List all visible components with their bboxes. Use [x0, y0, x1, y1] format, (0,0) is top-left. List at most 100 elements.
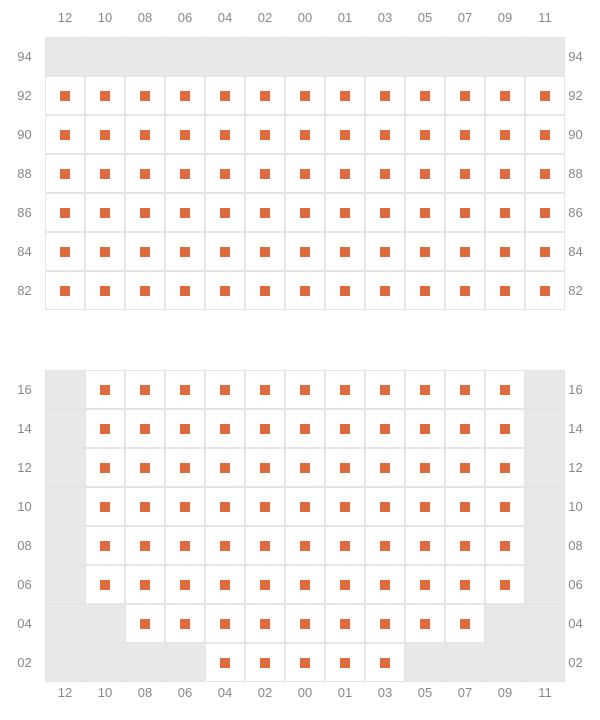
seat-cell[interactable] [285, 193, 325, 232]
seat-cell[interactable] [405, 154, 445, 193]
seat-cell[interactable] [245, 193, 285, 232]
seat-cell[interactable] [325, 370, 365, 409]
seat-cell[interactable] [325, 409, 365, 448]
seat-cell[interactable] [165, 448, 205, 487]
seat-cell[interactable] [525, 76, 565, 115]
seat-cell[interactable] [245, 487, 285, 526]
seat-cell[interactable] [85, 409, 125, 448]
seat-cell[interactable] [405, 115, 445, 154]
seat-cell[interactable] [205, 370, 245, 409]
seat-cell[interactable] [125, 76, 165, 115]
seat-cell[interactable] [285, 370, 325, 409]
seat-cell[interactable] [85, 154, 125, 193]
seat-cell[interactable] [45, 154, 85, 193]
seat-cell[interactable] [285, 76, 325, 115]
seat-cell[interactable] [485, 487, 525, 526]
seat-cell[interactable] [325, 526, 365, 565]
seat-cell[interactable] [285, 154, 325, 193]
seat-cell[interactable] [85, 370, 125, 409]
seat-cell[interactable] [485, 115, 525, 154]
seat-cell[interactable] [365, 271, 405, 310]
seat-cell[interactable] [85, 487, 125, 526]
seat-cell[interactable] [85, 193, 125, 232]
seat-cell[interactable] [85, 76, 125, 115]
seat-cell[interactable] [485, 193, 525, 232]
seat-cell[interactable] [285, 448, 325, 487]
seat-cell[interactable] [365, 565, 405, 604]
seat-cell[interactable] [85, 232, 125, 271]
seat-cell[interactable] [485, 232, 525, 271]
seat-cell[interactable] [485, 448, 525, 487]
seat-cell[interactable] [165, 526, 205, 565]
seat-cell[interactable] [165, 604, 205, 643]
seat-cell[interactable] [405, 232, 445, 271]
seat-cell[interactable] [245, 115, 285, 154]
seat-cell[interactable] [125, 448, 165, 487]
seat-cell[interactable] [85, 526, 125, 565]
seat-cell[interactable] [325, 487, 365, 526]
seat-cell[interactable] [365, 409, 405, 448]
seat-cell[interactable] [365, 115, 405, 154]
seat-cell[interactable] [445, 409, 485, 448]
seat-cell[interactable] [285, 604, 325, 643]
seat-cell[interactable] [365, 193, 405, 232]
seat-cell[interactable] [285, 232, 325, 271]
seat-cell[interactable] [405, 526, 445, 565]
seat-cell[interactable] [245, 271, 285, 310]
seat-cell[interactable] [485, 271, 525, 310]
seat-cell[interactable] [245, 154, 285, 193]
seat-cell[interactable] [365, 643, 405, 682]
seat-cell[interactable] [165, 232, 205, 271]
seat-cell[interactable] [125, 193, 165, 232]
seat-cell[interactable] [525, 232, 565, 271]
seat-cell[interactable] [445, 76, 485, 115]
seat-cell[interactable] [405, 487, 445, 526]
seat-cell[interactable] [245, 526, 285, 565]
seat-cell[interactable] [125, 232, 165, 271]
seat-cell[interactable] [125, 565, 165, 604]
seat-cell[interactable] [325, 232, 365, 271]
seat-cell[interactable] [165, 154, 205, 193]
seat-cell[interactable] [365, 487, 405, 526]
seat-cell[interactable] [405, 448, 445, 487]
seat-cell[interactable] [125, 154, 165, 193]
seat-cell[interactable] [525, 115, 565, 154]
seat-cell[interactable] [445, 604, 485, 643]
seat-cell[interactable] [125, 604, 165, 643]
seat-cell[interactable] [365, 154, 405, 193]
seat-cell[interactable] [125, 487, 165, 526]
seat-cell[interactable] [325, 115, 365, 154]
seat-cell[interactable] [365, 448, 405, 487]
seat-cell[interactable] [405, 604, 445, 643]
seat-cell[interactable] [445, 370, 485, 409]
seat-cell[interactable] [445, 448, 485, 487]
seat-cell[interactable] [445, 232, 485, 271]
seat-cell[interactable] [205, 76, 245, 115]
seat-cell[interactable] [205, 193, 245, 232]
seat-cell[interactable] [445, 271, 485, 310]
seat-cell[interactable] [245, 604, 285, 643]
seat-cell[interactable] [285, 487, 325, 526]
seat-cell[interactable] [325, 193, 365, 232]
seat-cell[interactable] [165, 565, 205, 604]
seat-cell[interactable] [205, 526, 245, 565]
seat-cell[interactable] [485, 565, 525, 604]
seat-cell[interactable] [365, 76, 405, 115]
seat-cell[interactable] [325, 154, 365, 193]
seat-cell[interactable] [205, 643, 245, 682]
seat-cell[interactable] [445, 487, 485, 526]
seat-cell[interactable] [285, 643, 325, 682]
seat-cell[interactable] [285, 565, 325, 604]
seat-cell[interactable] [325, 643, 365, 682]
seat-cell[interactable] [165, 409, 205, 448]
seat-cell[interactable] [325, 448, 365, 487]
seat-cell[interactable] [445, 526, 485, 565]
seat-cell[interactable] [485, 370, 525, 409]
seat-cell[interactable] [125, 370, 165, 409]
seat-cell[interactable] [205, 604, 245, 643]
seat-cell[interactable] [485, 409, 525, 448]
seat-cell[interactable] [165, 115, 205, 154]
seat-cell[interactable] [245, 370, 285, 409]
seat-cell[interactable] [445, 154, 485, 193]
seat-cell[interactable] [445, 565, 485, 604]
